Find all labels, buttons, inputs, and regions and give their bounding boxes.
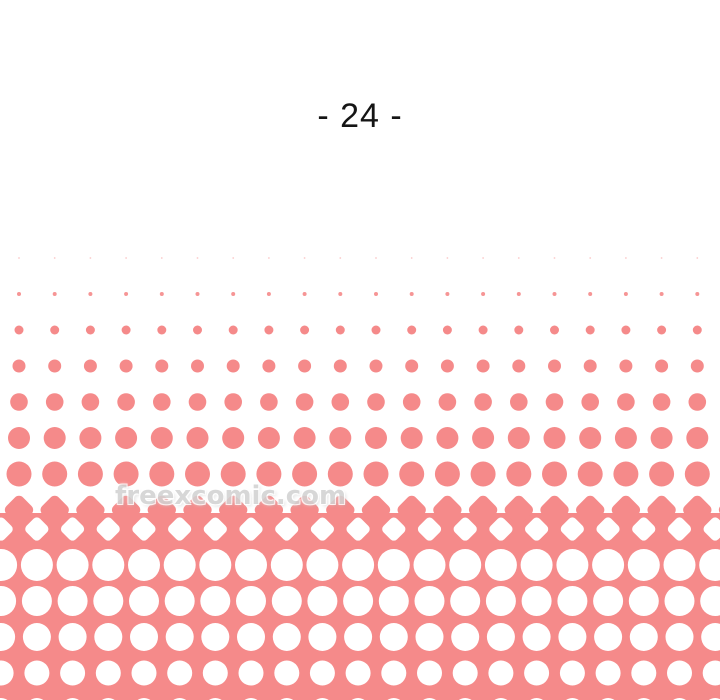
watermark: freexcomic.com	[115, 481, 347, 511]
chapter-number-title: - 24 -	[317, 97, 403, 135]
